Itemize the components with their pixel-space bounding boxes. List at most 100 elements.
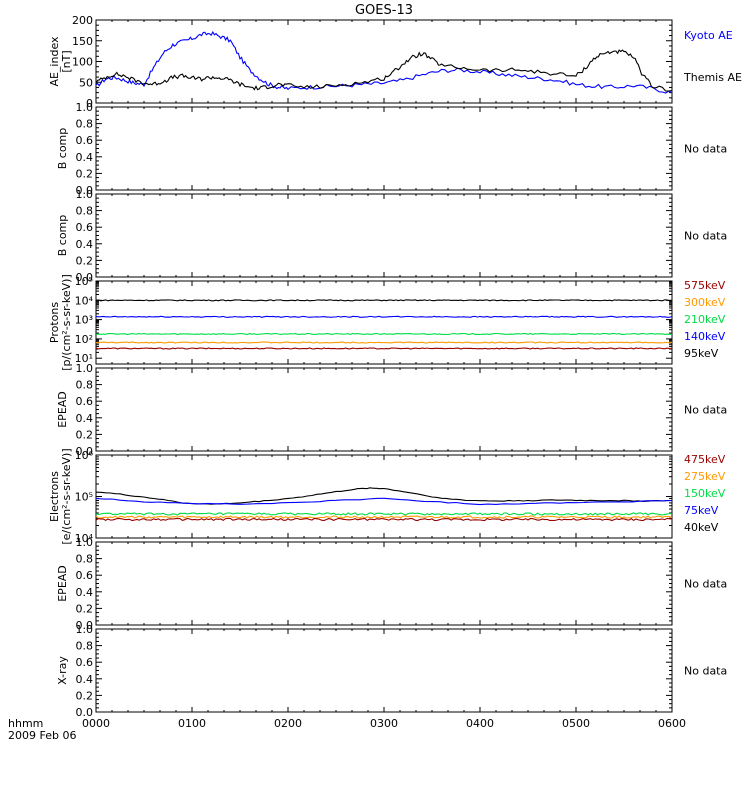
panel-4: 10¹ 10² 10³ 10⁴ 10⁵ Protons [p/(cm²-s-sr-keV)]… bbox=[48, 274, 726, 371]
legend-entry: 40keV bbox=[684, 521, 719, 534]
chart-title: GOES-13 bbox=[355, 3, 413, 18]
y-tick-label: 10³ bbox=[75, 314, 93, 327]
y-tick-label: 1.0 bbox=[76, 362, 94, 375]
legend-entry: Themis AE bbox=[683, 71, 742, 84]
y-tick-label: 0.6 bbox=[76, 395, 94, 408]
x-tick-label: 0100 bbox=[178, 717, 206, 730]
legend-entry: 95keV bbox=[684, 347, 719, 360]
y-axis-label: EPEAD bbox=[56, 391, 69, 428]
y-axis-label: [e/(cm²-s-sr-keV)] bbox=[60, 448, 73, 544]
panel-3: 0.0 0.2 0.4 0.6 0.8 1.0 B comp No data bbox=[56, 188, 727, 284]
x-tick-label: 0500 bbox=[562, 717, 590, 730]
y-tick-label: 0.2 bbox=[76, 254, 94, 267]
y-tick-label: 10⁵ bbox=[75, 491, 93, 504]
y-tick-label: 0.6 bbox=[76, 221, 94, 234]
y-tick-label: 1.0 bbox=[76, 101, 94, 114]
x-tick-label: 0000 bbox=[82, 717, 110, 730]
y-tick-label: 10⁶ bbox=[75, 449, 94, 462]
series-line-475kev bbox=[95, 517, 673, 522]
legend-entry: 75keV bbox=[684, 504, 719, 517]
legend-entry: 575keV bbox=[684, 279, 726, 292]
y-tick-label: 0.8 bbox=[76, 640, 94, 653]
y-tick-label: 1.0 bbox=[76, 536, 94, 549]
panel-6: 10⁴ 10⁵ 10⁶ Electrons [e/(cm²-s-sr-keV)] 475k… bbox=[48, 448, 726, 545]
y-tick-label: 0.0 bbox=[76, 706, 94, 719]
series-line-275kev bbox=[95, 515, 673, 519]
legend-entry: 150keV bbox=[684, 487, 726, 500]
no-data-label: No data bbox=[684, 665, 727, 678]
panel-frame bbox=[95, 193, 673, 278]
y-axis-label: [p/(cm²-s-sr-keV)] bbox=[60, 274, 73, 371]
y-tick-label: 0.2 bbox=[76, 428, 94, 441]
x-axis: 0000 0100 0200 0300 0400 0500 0600 bbox=[82, 717, 686, 730]
y-tick-label: 0.4 bbox=[76, 151, 94, 164]
y-axis-label: B comp bbox=[56, 128, 69, 170]
y-tick-label: 50 bbox=[79, 76, 93, 89]
y-tick-label: 0.6 bbox=[76, 134, 94, 147]
no-data-label: No data bbox=[684, 404, 727, 417]
legend-entry: Kyoto AE bbox=[684, 29, 733, 42]
legend-entry: 210keV bbox=[684, 313, 726, 326]
legend-entry: 475keV bbox=[684, 453, 726, 466]
no-data-label: No data bbox=[684, 578, 727, 591]
y-tick-label: 10² bbox=[75, 333, 93, 346]
panel-frame bbox=[95, 106, 673, 191]
panel-frame bbox=[95, 541, 673, 626]
y-tick-label: 150 bbox=[72, 35, 93, 48]
y-axis-label: AE_index bbox=[48, 36, 61, 87]
y-tick-label: 0.6 bbox=[76, 569, 94, 582]
legend-entry: 140keV bbox=[684, 330, 726, 343]
y-tick-label: 1.0 bbox=[76, 188, 94, 201]
series-line-95kev bbox=[95, 299, 672, 302]
series-line-themis-ae bbox=[95, 49, 673, 92]
y-tick-label: 0.4 bbox=[76, 586, 94, 599]
y-axis-label: B comp bbox=[56, 215, 69, 257]
y-axis-label: Protons bbox=[48, 302, 61, 343]
y-tick-label: 10¹ bbox=[75, 352, 93, 365]
y-axis-label: Electrons bbox=[48, 471, 61, 522]
y-tick-label: 0.4 bbox=[76, 412, 94, 425]
y-tick-label: 10⁵ bbox=[75, 275, 93, 288]
y-tick-label: 10⁴ bbox=[75, 532, 94, 545]
series-line-150kev bbox=[95, 512, 673, 516]
date-label: 2009 Feb 06 bbox=[8, 729, 76, 742]
panels: 0 50 100 150 200 AE_index [nT] Kyoto AE Themis A… bbox=[48, 14, 742, 719]
series-line-140kev bbox=[95, 315, 673, 318]
panel-frame bbox=[95, 628, 673, 713]
no-data-label: No data bbox=[684, 230, 727, 243]
y-tick-label: 1.0 bbox=[76, 623, 94, 636]
x-axis-unit-label: hhmm bbox=[8, 717, 43, 730]
x-tick-label: 0400 bbox=[466, 717, 494, 730]
panel-5: 0.0 0.2 0.4 0.6 0.8 1.0 EPEAD No data bbox=[56, 362, 727, 458]
panel-7: 0.0 0.2 0.4 0.6 0.8 1.0 EPEAD No data bbox=[56, 536, 727, 632]
y-tick-label: 0.0 bbox=[76, 271, 94, 284]
y-tick-label: 200 bbox=[72, 14, 93, 27]
panel-8: 0.0 0.2 0.4 0.6 0.8 1.0 X-ray No data bbox=[56, 623, 727, 719]
x-tick-label: 0600 bbox=[658, 717, 686, 730]
y-tick-label: 100 bbox=[72, 56, 93, 69]
x-tick-label: 0300 bbox=[370, 717, 398, 730]
y-tick-label: 0.8 bbox=[76, 553, 94, 566]
series-line-210kev bbox=[95, 332, 673, 336]
y-tick-label: 0.2 bbox=[76, 167, 94, 180]
series-line-kyoto-ae bbox=[95, 30, 673, 94]
panel-frame bbox=[95, 280, 673, 365]
no-data-label: No data bbox=[684, 143, 727, 156]
y-axis-label: EPEAD bbox=[56, 565, 69, 602]
y-tick-label: 0.2 bbox=[76, 689, 94, 702]
y-tick-label: 10⁴ bbox=[75, 294, 94, 307]
y-axis-label: X-ray bbox=[56, 656, 69, 685]
y-tick-label: 0.4 bbox=[76, 673, 94, 686]
y-tick-label: 0.8 bbox=[76, 379, 94, 392]
y-tick-label: 0.4 bbox=[76, 238, 94, 251]
panel-frame bbox=[95, 19, 673, 104]
legend-entry: 275keV bbox=[684, 470, 726, 483]
y-tick-label: 0.8 bbox=[76, 118, 94, 131]
y-tick-label: 0.6 bbox=[76, 656, 94, 669]
legend-entry: 300keV bbox=[684, 296, 726, 309]
panel-2: 0.0 0.2 0.4 0.6 0.8 1.0 B comp No data bbox=[56, 101, 727, 197]
y-tick-label: 0.2 bbox=[76, 602, 94, 615]
panel-1: 0 50 100 150 200 AE_index [nT] Kyoto AE Themis A… bbox=[48, 14, 742, 110]
y-tick-label: 0.0 bbox=[76, 619, 94, 632]
